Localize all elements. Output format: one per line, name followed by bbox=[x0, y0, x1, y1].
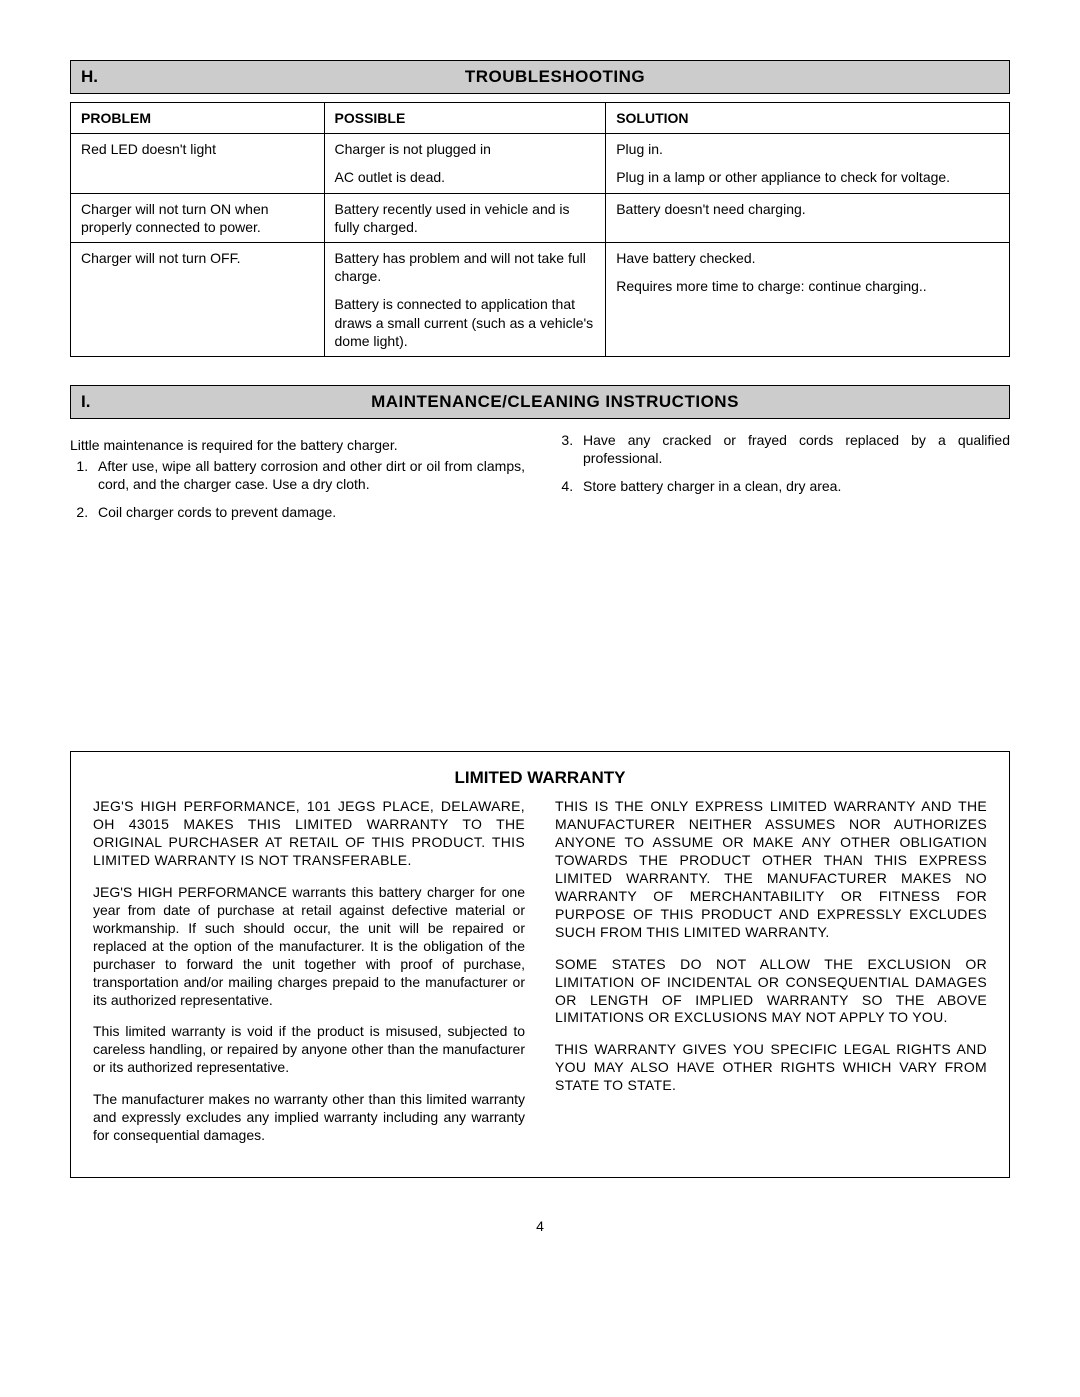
cell-line: Have battery checked. bbox=[616, 249, 999, 267]
cell-problem: Charger will not turn OFF. bbox=[71, 242, 325, 356]
maintenance-item: Store battery charger in a clean, dry ar… bbox=[577, 477, 1010, 495]
cell-possible: Battery recently used in vehicle and is … bbox=[324, 193, 606, 242]
section-header-troubleshooting: H. TROUBLESHOOTING bbox=[70, 60, 1010, 94]
cell-solution: Have battery checked. Requires more time … bbox=[606, 242, 1010, 356]
section-header-maintenance: I. MAINTENANCE/CLEANING INSTRUCTIONS bbox=[70, 385, 1010, 419]
maintenance-item: Have any cracked or frayed cords replace… bbox=[577, 431, 1010, 467]
maintenance-item: Coil charger cords to prevent damage. bbox=[92, 503, 525, 521]
col-header-solution: SOLUTION bbox=[606, 103, 1010, 134]
maintenance-intro: Little maintenance is required for the b… bbox=[70, 437, 525, 453]
warranty-columns: JEG'S HIGH PERFORMANCE, 101 JEGS PLACE, … bbox=[93, 798, 987, 1158]
warranty-para: JEG'S HIGH PERFORMANCE, 101 JEGS PLACE, … bbox=[93, 798, 525, 870]
table-row: Charger will not turn ON when properly c… bbox=[71, 193, 1010, 242]
maintenance-list-left: After use, wipe all battery corrosion an… bbox=[70, 457, 525, 522]
table-row: Charger will not turn OFF. Battery has pr… bbox=[71, 242, 1010, 356]
cell-possible: Charger is not plugged in AC outlet is de… bbox=[324, 134, 606, 193]
warranty-para: SOME STATES DO NOT ALLOW THE EXCLUSION O… bbox=[555, 956, 987, 1028]
cell-solution: Battery doesn't need charging. bbox=[606, 193, 1010, 242]
troubleshooting-table: PROBLEM POSSIBLE SOLUTION Red LED doesn'… bbox=[70, 102, 1010, 357]
cell-line: Battery doesn't need charging. bbox=[616, 200, 999, 218]
section-title: TROUBLESHOOTING bbox=[111, 67, 999, 87]
page-number: 4 bbox=[70, 1218, 1010, 1234]
cell-problem: Red LED doesn't light bbox=[71, 134, 325, 193]
cell-line: Charger is not plugged in bbox=[335, 140, 596, 158]
section-letter: H. bbox=[81, 67, 111, 87]
warranty-para: THIS IS THE ONLY EXPRESS LIMITED WARRANT… bbox=[555, 798, 987, 941]
cell-line: Plug in. bbox=[616, 140, 999, 158]
section-title: MAINTENANCE/CLEANING INSTRUCTIONS bbox=[111, 392, 999, 412]
cell-solution: Plug in. Plug in a lamp or other applianc… bbox=[606, 134, 1010, 193]
warranty-para: The manufacturer makes no warranty other… bbox=[93, 1091, 525, 1145]
warranty-box: LIMITED WARRANTY JEG'S HIGH PERFORMANCE,… bbox=[70, 751, 1010, 1177]
table-row: Red LED doesn't lightCharger is not plug… bbox=[71, 134, 1010, 193]
col-header-problem: PROBLEM bbox=[71, 103, 325, 134]
warranty-para: THIS WARRANTY GIVES YOU SPECIFIC LEGAL R… bbox=[555, 1041, 987, 1095]
warranty-right-col: THIS IS THE ONLY EXPRESS LIMITED WARRANT… bbox=[555, 798, 987, 1158]
cell-line: AC outlet is dead. bbox=[335, 168, 596, 186]
maintenance-list-right: Have any cracked or frayed cords replace… bbox=[555, 431, 1010, 496]
cell-line: Battery is connected to application that… bbox=[335, 295, 596, 350]
warranty-title: LIMITED WARRANTY bbox=[93, 768, 987, 788]
cell-possible: Battery has problem and will not take fu… bbox=[324, 242, 606, 356]
warranty-para: This limited warranty is void if the pro… bbox=[93, 1023, 525, 1077]
maintenance-left-col: Little maintenance is required for the b… bbox=[70, 427, 525, 532]
cell-line: Requires more time to charge: continue c… bbox=[616, 277, 999, 295]
maintenance-columns: Little maintenance is required for the b… bbox=[70, 427, 1010, 532]
table-header-row: PROBLEM POSSIBLE SOLUTION bbox=[71, 103, 1010, 134]
maintenance-right-col: Have any cracked or frayed cords replace… bbox=[555, 427, 1010, 532]
warranty-left-col: JEG'S HIGH PERFORMANCE, 101 JEGS PLACE, … bbox=[93, 798, 525, 1158]
cell-line: Plug in a lamp or other appliance to che… bbox=[616, 168, 999, 186]
col-header-possible: POSSIBLE bbox=[324, 103, 606, 134]
cell-line: Battery has problem and will not take fu… bbox=[335, 249, 596, 285]
cell-line: Battery recently used in vehicle and is … bbox=[335, 200, 596, 236]
cell-problem: Charger will not turn ON when properly c… bbox=[71, 193, 325, 242]
warranty-para: JEG'S HIGH PERFORMANCE warrants this bat… bbox=[93, 884, 525, 1009]
section-letter: I. bbox=[81, 392, 111, 412]
maintenance-item: After use, wipe all battery corrosion an… bbox=[92, 457, 525, 493]
